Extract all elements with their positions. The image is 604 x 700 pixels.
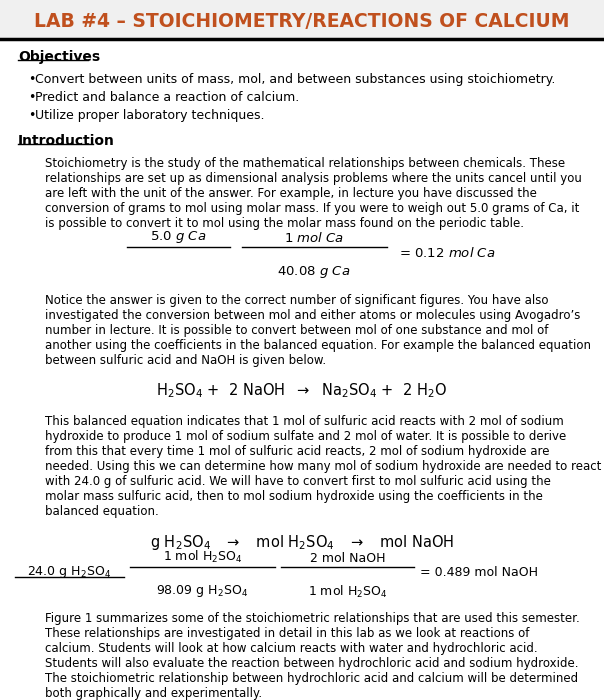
Text: 1 mol H$_2$SO$_4$: 1 mol H$_2$SO$_4$ <box>307 584 387 600</box>
Text: This balanced equation indicates that 1 mol of sulfuric acid reacts with 2 mol o: This balanced equation indicates that 1 … <box>45 415 602 518</box>
Text: Introduction: Introduction <box>18 134 115 148</box>
Text: •: • <box>28 73 35 86</box>
Text: 5.0 $\it{g}$ $\it{Ca}$: 5.0 $\it{g}$ $\it{Ca}$ <box>150 229 207 245</box>
Text: Convert between units of mass, mol, and between substances using stoichiometry.: Convert between units of mass, mol, and … <box>35 73 556 86</box>
Text: 24.0 g H$_2$SO$_4$: 24.0 g H$_2$SO$_4$ <box>27 564 112 580</box>
Text: 1 $\it{mol}$ $\it{Ca}$: 1 $\it{mol}$ $\it{Ca}$ <box>284 231 344 245</box>
Text: = 0.489 mol NaOH: = 0.489 mol NaOH <box>420 566 538 580</box>
Text: = 0.12 $\it{mol}$ $\it{Ca}$: = 0.12 $\it{mol}$ $\it{Ca}$ <box>399 246 495 260</box>
Text: H$_2$SO$_4$ +  2 NaOH  $\rightarrow$  Na$_2$SO$_4$ +  2 H$_2$O: H$_2$SO$_4$ + 2 NaOH $\rightarrow$ Na$_2… <box>156 382 448 400</box>
Text: •: • <box>28 109 35 122</box>
Text: 2 mol NaOH: 2 mol NaOH <box>309 552 385 565</box>
Text: •: • <box>28 91 35 104</box>
Text: 98.09 g H$_2$SO$_4$: 98.09 g H$_2$SO$_4$ <box>156 584 248 599</box>
Text: Figure 1 summarizes some of the stoichiometric relationships that are used this : Figure 1 summarizes some of the stoichio… <box>45 612 580 700</box>
Text: LAB #4 – STOICHIOMETRY/REACTIONS OF CALCIUM: LAB #4 – STOICHIOMETRY/REACTIONS OF CALC… <box>34 12 570 32</box>
Text: Utilize proper laboratory techniques.: Utilize proper laboratory techniques. <box>35 109 265 122</box>
Text: Stoichiometry is the study of the mathematical relationships between chemicals. : Stoichiometry is the study of the mathem… <box>45 157 582 230</box>
Text: g H$_2$SO$_4$   $\rightarrow$   mol H$_2$SO$_4$   $\rightarrow$   mol NaOH: g H$_2$SO$_4$ $\rightarrow$ mol H$_2$SO$… <box>150 533 454 552</box>
Text: Predict and balance a reaction of calcium.: Predict and balance a reaction of calciu… <box>35 91 300 104</box>
Text: 40.08 $\it{g}$ $\it{Ca}$: 40.08 $\it{g}$ $\it{Ca}$ <box>277 264 351 279</box>
Text: Notice the answer is given to the correct number of significant figures. You hav: Notice the answer is given to the correc… <box>45 294 591 367</box>
Text: 1 mol H$_2$SO$_4$: 1 mol H$_2$SO$_4$ <box>162 549 242 565</box>
Text: Objectives: Objectives <box>18 50 100 64</box>
